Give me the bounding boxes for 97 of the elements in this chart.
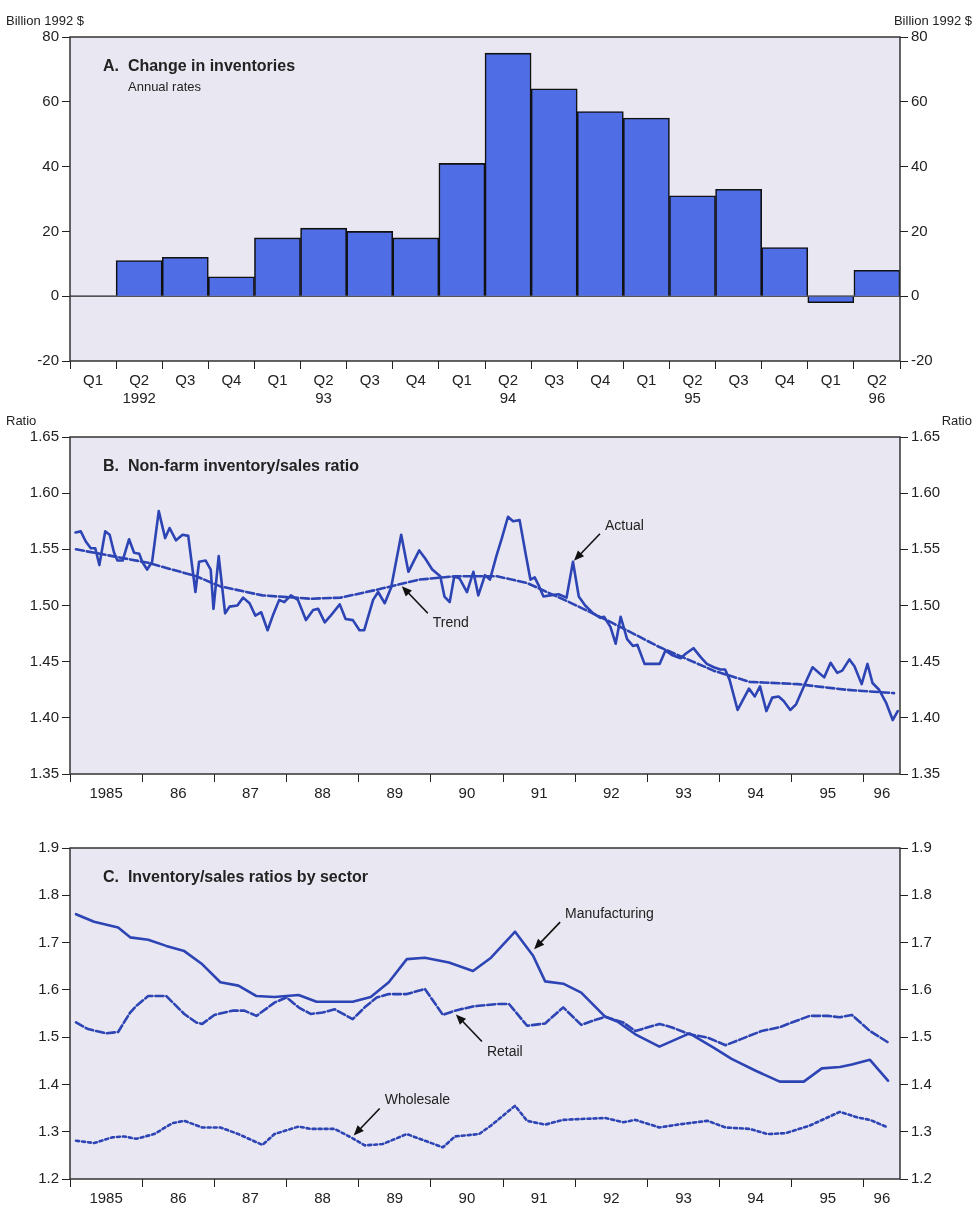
text: Annual rates bbox=[128, 79, 202, 94]
y2-tick-label: 1.3 bbox=[911, 1121, 932, 1139]
y-tick-label: -20 bbox=[37, 351, 59, 369]
x-tick-label: 93 bbox=[675, 784, 692, 802]
y-tick-label: 1.5 bbox=[38, 1027, 59, 1045]
y2-tick-label: 0 bbox=[911, 286, 920, 304]
x-tick-label: 88 bbox=[314, 784, 331, 802]
y-tick-label: 1.40 bbox=[29, 707, 59, 725]
y2-tick-label: 1.65 bbox=[911, 427, 941, 445]
x-tick-label: 87 bbox=[242, 1189, 259, 1207]
x-tick-label: 93 bbox=[675, 1189, 692, 1207]
annotation: Trend bbox=[432, 614, 469, 631]
x-tick-label: Q1 bbox=[820, 371, 841, 389]
y-tick-label: 40 bbox=[42, 156, 59, 174]
x-tick-label: Q3 bbox=[544, 371, 565, 389]
x-tick-label: Q4 bbox=[405, 371, 426, 389]
y-axis-title: Billion 1992 $ bbox=[6, 13, 85, 28]
x-tick-label: 96 bbox=[873, 784, 891, 802]
x-tick-label: 91 bbox=[530, 784, 548, 802]
y2-tick-label: 1.4 bbox=[911, 1074, 932, 1092]
x-tick-label: Q1 bbox=[451, 371, 472, 389]
y-tick-label: 1.9 bbox=[38, 838, 59, 856]
x-tick-label: 94 bbox=[747, 1189, 764, 1207]
y-tick-label: 1.8 bbox=[38, 885, 59, 903]
x-tick-label: 88 bbox=[314, 1189, 331, 1207]
x-tick-label: 1985 bbox=[89, 1189, 123, 1207]
y-tick-label: 80 bbox=[42, 27, 59, 45]
y2-tick-label: 1.50 bbox=[911, 595, 941, 613]
y-tick-label: 1.65 bbox=[29, 427, 59, 445]
x-tick-label: Q2 96 bbox=[866, 371, 887, 407]
x-tick-label: Q1 bbox=[83, 371, 104, 389]
y-tick-label: 1.7 bbox=[38, 932, 59, 950]
x-tick-label: Q3 bbox=[728, 371, 749, 389]
x-tick-label: 96 bbox=[873, 1189, 891, 1207]
y-tick-label: 1.3 bbox=[38, 1121, 59, 1139]
x-tick-label: Q2 1992 bbox=[122, 371, 156, 407]
x-tick-label: Q4 bbox=[774, 371, 795, 389]
y-tick-label: 1.45 bbox=[29, 651, 59, 669]
x-tick-label: 86 bbox=[169, 1189, 187, 1207]
y-tick-label: 0 bbox=[50, 286, 59, 304]
y2-tick-label: 1.6 bbox=[911, 980, 932, 997]
x-tick-label: 92 bbox=[602, 784, 620, 802]
x-tick-label: 95 bbox=[819, 1189, 837, 1207]
y2-tick-label: 1.40 bbox=[911, 707, 941, 725]
x-tick-label: 87 bbox=[242, 784, 259, 802]
y2-tick-label: 1.60 bbox=[911, 483, 941, 501]
y-tick-label: 1.6 bbox=[38, 980, 59, 997]
y2-tick-label: 1.5 bbox=[911, 1027, 932, 1045]
annotation: Retail bbox=[486, 1042, 523, 1059]
x-tick-label: Q3 bbox=[175, 371, 196, 389]
y2-tick-label: 1.2 bbox=[911, 1169, 932, 1187]
y2-tick-label: 40 bbox=[911, 156, 928, 174]
y-tick-label: 1.4 bbox=[38, 1074, 59, 1092]
x-tick-label: Q2 93 bbox=[313, 371, 334, 407]
annotation: Wholesale bbox=[384, 1091, 451, 1108]
x-tick-label: Q1 bbox=[267, 371, 288, 389]
text: C. Inventory/sales ratios by sector bbox=[103, 868, 368, 885]
x-tick-label: 89 bbox=[386, 1189, 404, 1207]
x-tick-label: 91 bbox=[530, 1189, 548, 1207]
x-tick-label: 89 bbox=[386, 784, 404, 802]
x-tick-label: Q4 bbox=[221, 371, 242, 389]
x-tick-label: Q2 95 bbox=[682, 371, 703, 407]
x-tick-label: Q1 bbox=[636, 371, 657, 389]
y-tick-label: 1.55 bbox=[29, 539, 59, 557]
y2-axis-title: Billion 1992 $ bbox=[893, 13, 973, 28]
y2-tick-label: 1.45 bbox=[911, 651, 941, 669]
y-tick-label: 1.50 bbox=[29, 595, 59, 613]
y2-tick-label: 1.9 bbox=[911, 838, 932, 856]
annotation: Manufacturing bbox=[565, 905, 654, 922]
x-tick-label: Q2 94 bbox=[498, 371, 519, 407]
y-tick-label: 1.2 bbox=[38, 1169, 59, 1187]
y-tick-label: 1.35 bbox=[29, 764, 59, 782]
y-tick-label: 60 bbox=[42, 91, 59, 109]
x-tick-label: Q3 bbox=[359, 371, 380, 389]
y-tick-label: 1.60 bbox=[29, 483, 59, 501]
x-tick-label: 90 bbox=[458, 784, 476, 802]
text: B. Non-farm inventory/sales ratio bbox=[103, 457, 360, 474]
x-tick-label: 86 bbox=[169, 784, 187, 802]
y2-axis-title: Ratio bbox=[941, 413, 972, 428]
x-tick-label: 92 bbox=[602, 1189, 620, 1207]
x-tick-label: 95 bbox=[819, 784, 837, 802]
y-axis-title: Ratio bbox=[6, 413, 37, 428]
x-tick-label: 1985 bbox=[89, 784, 123, 802]
y-tick-label: 20 bbox=[42, 221, 59, 239]
x-tick-label: 90 bbox=[458, 1189, 476, 1207]
y2-tick-label: 1.7 bbox=[911, 932, 932, 950]
x-tick-label: 94 bbox=[747, 784, 764, 802]
y2-tick-label: 1.8 bbox=[911, 885, 932, 903]
y2-tick-label: 1.55 bbox=[911, 539, 941, 557]
y2-tick-label: 80 bbox=[911, 27, 928, 45]
annotation: Actual bbox=[604, 516, 644, 533]
y2-tick-label: 60 bbox=[911, 91, 928, 109]
y2-tick-label: 20 bbox=[911, 221, 928, 239]
y2-tick-label: -20 bbox=[911, 351, 933, 369]
y2-tick-label: 1.35 bbox=[911, 764, 941, 782]
x-tick-label: Q4 bbox=[590, 371, 611, 389]
text: A. Change in inventories bbox=[103, 57, 296, 74]
